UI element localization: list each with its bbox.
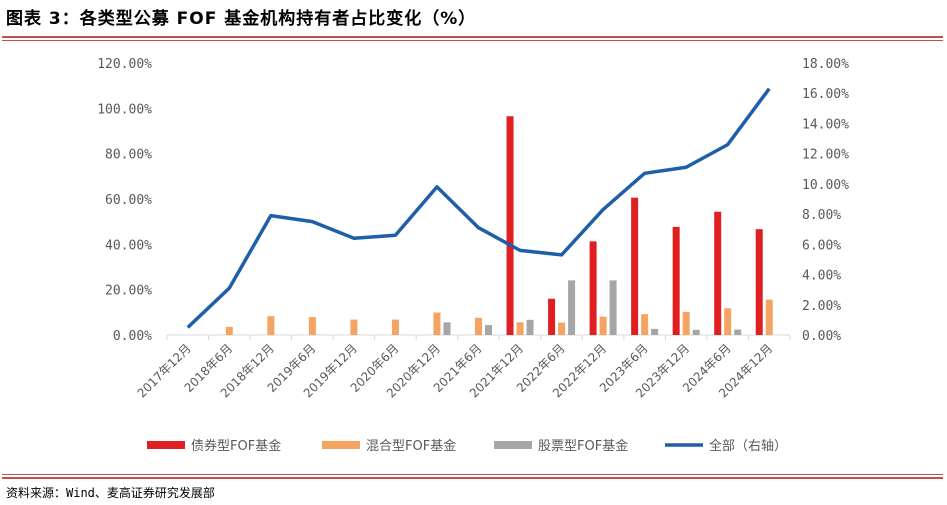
left-axis-tick-label: 20.00%: [105, 284, 152, 299]
left-axis-tick-label: 40.00%: [105, 238, 152, 253]
chart-canvas: 0.00% 20.00% 40.00% 60.00% 80.00% 100.00% 120.…: [97, 57, 849, 454]
x-axis-tick-label: 2017年12月: [135, 341, 194, 400]
bar-3: [651, 328, 659, 335]
bar-2: [267, 316, 275, 335]
right-axis-tick-label: 6.00%: [802, 238, 841, 253]
source-note: 资料来源：Wind、麦高证券研究发展部: [6, 486, 215, 500]
bar-3: [443, 322, 451, 335]
bar-1: [714, 211, 722, 335]
bar-2: [308, 317, 316, 335]
bar-1: [755, 229, 763, 335]
left-axis-tick-label: 120.00%: [97, 57, 152, 72]
bar-3: [609, 280, 617, 335]
legend-label: 股票型FOF基金: [538, 438, 628, 454]
bar-2: [558, 322, 566, 335]
bar-3: [485, 325, 492, 335]
bar-3: [526, 319, 534, 335]
left-axis-tick-label: 0.00%: [113, 329, 152, 344]
legend-swatch: [494, 441, 532, 449]
bar-1: [631, 197, 639, 335]
legend-label: 混合型FOF基金: [366, 438, 456, 454]
bar-2: [682, 311, 690, 335]
bar-2: [433, 312, 441, 335]
left-axis-tick-label: 80.00%: [105, 148, 152, 163]
right-axis-tick-label: 0.00%: [802, 329, 841, 344]
bar-2: [391, 319, 399, 335]
bar-2: [724, 308, 732, 335]
bar-1: [589, 241, 597, 335]
legend-label: 债券型FOF基金: [191, 438, 281, 454]
right-axis-tick-label: 18.00%: [802, 57, 849, 72]
legend-swatch: [322, 441, 360, 449]
bar-1: [506, 116, 514, 336]
top-rule-thin: [2, 40, 943, 41]
bar-2: [516, 322, 524, 335]
bottom-rule-thin: [2, 474, 943, 475]
bar-2: [475, 317, 482, 335]
right-axis-tick-label: 14.00%: [802, 117, 849, 132]
legend-label: 全部（右轴）: [709, 438, 787, 454]
bar-2: [350, 319, 358, 335]
series-line-total: [186, 87, 771, 329]
bar-2: [765, 299, 773, 335]
chart-title: 图表 3：各类型公募 FOF 基金机构持有者占比变化（%）: [6, 9, 477, 29]
top-rule: [2, 36, 943, 38]
bar-3: [692, 329, 700, 335]
bottom-rule: [2, 477, 943, 479]
left-axis-tick-label: 60.00%: [105, 193, 152, 208]
right-axis-tick-label: 16.00%: [802, 87, 849, 102]
bar-1: [672, 226, 680, 335]
bar-2: [641, 314, 649, 335]
left-axis-tick-label: 100.00%: [97, 102, 152, 117]
right-axis-tick-label: 10.00%: [802, 178, 849, 193]
right-axis-tick-label: 8.00%: [802, 208, 841, 223]
bar-1: [548, 298, 556, 335]
right-axis-tick-label: 12.00%: [802, 148, 849, 163]
right-axis-tick-label: 4.00%: [802, 269, 841, 284]
bar-3: [734, 329, 742, 335]
bar-2: [599, 316, 607, 335]
bar-2: [225, 326, 233, 335]
bar-3: [568, 280, 576, 335]
right-axis-tick-label: 2.00%: [802, 299, 841, 314]
legend-swatch: [147, 441, 185, 449]
